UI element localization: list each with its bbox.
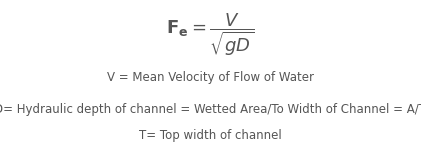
Text: D= Hydraulic depth of channel = Wetted Area/To Width of Channel = A/T: D= Hydraulic depth of channel = Wetted A… — [0, 103, 421, 116]
Text: V = Mean Velocity of Flow of Water: V = Mean Velocity of Flow of Water — [107, 71, 314, 85]
Text: T= Top width of channel: T= Top width of channel — [139, 129, 282, 142]
Text: $\mathbf{F_e} = \dfrac{V}{\sqrt{gD}}$: $\mathbf{F_e} = \dfrac{V}{\sqrt{gD}}$ — [166, 11, 255, 58]
